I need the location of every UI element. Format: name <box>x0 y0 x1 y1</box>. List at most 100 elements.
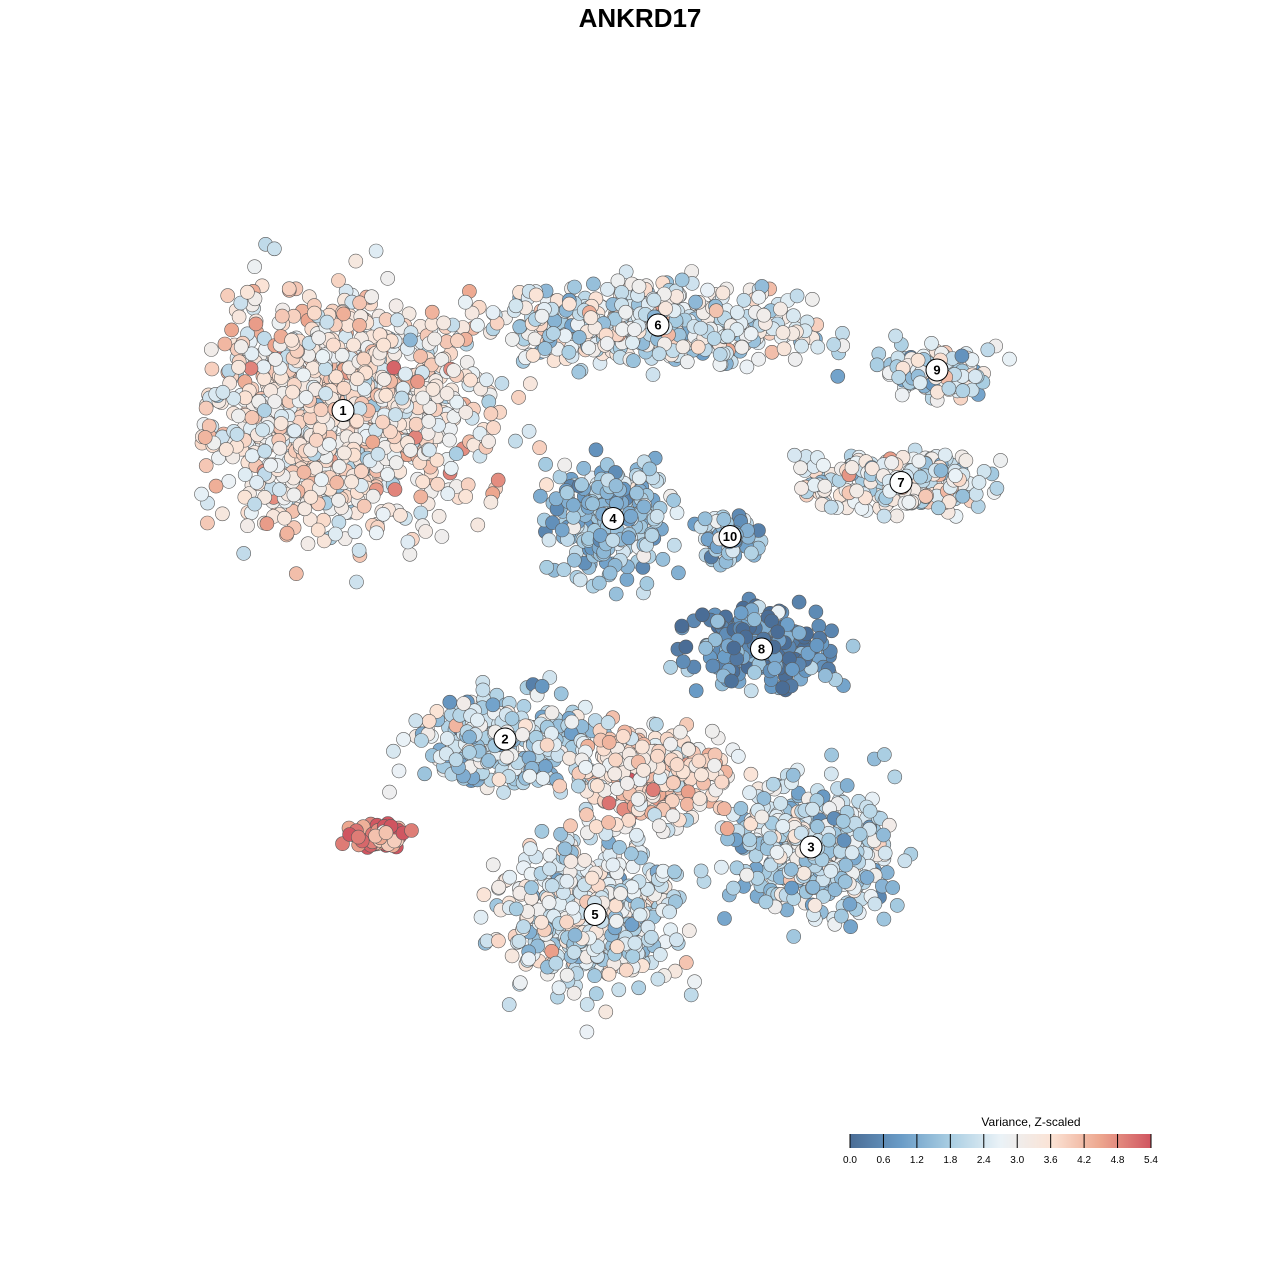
data-point <box>559 914 575 930</box>
data-point <box>197 430 213 445</box>
data-point <box>889 898 905 913</box>
data-point <box>532 440 547 456</box>
data-point <box>816 457 831 473</box>
data-point <box>643 929 659 945</box>
data-point <box>669 932 684 948</box>
data-point <box>263 457 278 473</box>
data-point <box>277 510 292 526</box>
data-point <box>559 873 575 889</box>
data-point <box>319 314 335 330</box>
data-point <box>598 1004 614 1020</box>
data-point <box>601 815 616 830</box>
data-point <box>544 705 560 721</box>
data-point <box>608 586 624 602</box>
data-point <box>589 778 605 794</box>
data-point <box>843 919 858 935</box>
data-point <box>552 778 568 794</box>
data-point <box>486 420 501 436</box>
data-point <box>403 332 418 348</box>
data-point <box>577 699 593 715</box>
data-point <box>631 470 647 486</box>
data-point <box>331 273 346 288</box>
data-point <box>627 322 642 337</box>
data-point <box>787 351 803 367</box>
data-point <box>368 243 384 259</box>
data-point <box>733 605 749 621</box>
data-point <box>618 962 634 978</box>
data-point <box>817 478 833 494</box>
data-point <box>458 294 473 310</box>
data-point <box>587 968 602 984</box>
data-point <box>897 853 913 869</box>
data-point <box>884 455 900 471</box>
data-point <box>775 680 790 696</box>
data-point <box>787 447 802 463</box>
data-point <box>298 390 314 405</box>
data-point <box>739 867 755 883</box>
data-point <box>388 455 404 471</box>
data-point <box>675 339 691 355</box>
data-point <box>237 467 253 482</box>
data-point <box>515 727 530 742</box>
data-point <box>382 784 397 800</box>
data-point <box>630 791 646 807</box>
data-point <box>502 869 518 885</box>
data-point <box>645 367 661 382</box>
data-point <box>618 304 634 320</box>
data-point <box>805 879 821 895</box>
data-point <box>808 604 824 620</box>
data-point <box>354 464 369 479</box>
data-point <box>785 767 801 783</box>
data-point <box>834 908 849 924</box>
data-point <box>849 483 865 499</box>
data-point <box>491 772 507 787</box>
legend-tick-label: 0.6 <box>876 1155 890 1166</box>
data-point <box>674 272 690 288</box>
data-point <box>450 333 465 348</box>
data-point <box>734 339 750 355</box>
data-point <box>710 613 725 629</box>
data-point <box>743 545 759 561</box>
data-point <box>378 825 394 841</box>
cluster-label-5: 5 <box>583 903 607 926</box>
data-point <box>408 713 424 729</box>
data-point <box>717 911 732 926</box>
data-point <box>918 488 934 504</box>
data-point <box>729 305 745 320</box>
data-point <box>528 287 544 303</box>
data-point <box>267 241 282 257</box>
cluster-label-6: 6 <box>646 313 670 337</box>
data-point <box>431 508 447 524</box>
data-point <box>562 750 577 766</box>
data-point <box>576 460 592 476</box>
data-point <box>639 576 655 591</box>
data-point <box>648 717 664 732</box>
data-point <box>456 696 472 711</box>
data-point <box>869 357 885 373</box>
data-point <box>231 359 246 375</box>
data-point <box>221 474 237 489</box>
data-point <box>380 467 395 482</box>
data-point <box>838 857 854 873</box>
data-point <box>623 508 639 524</box>
data-point <box>830 368 846 384</box>
data-point <box>413 489 429 505</box>
data-point <box>650 748 665 764</box>
data-point <box>458 405 474 420</box>
data-point <box>288 566 304 582</box>
data-point <box>224 322 239 338</box>
data-point <box>612 840 627 855</box>
data-point <box>440 486 456 502</box>
data-point <box>267 394 283 409</box>
data-point <box>481 753 496 768</box>
data-point <box>310 522 326 538</box>
legend-tick-label: 1.8 <box>943 1155 957 1166</box>
data-point <box>572 572 588 588</box>
data-point <box>566 985 582 1001</box>
data-point <box>257 403 272 418</box>
data-point <box>544 878 560 894</box>
data-point <box>879 865 895 880</box>
data-point <box>687 974 702 990</box>
data-point <box>773 796 788 811</box>
